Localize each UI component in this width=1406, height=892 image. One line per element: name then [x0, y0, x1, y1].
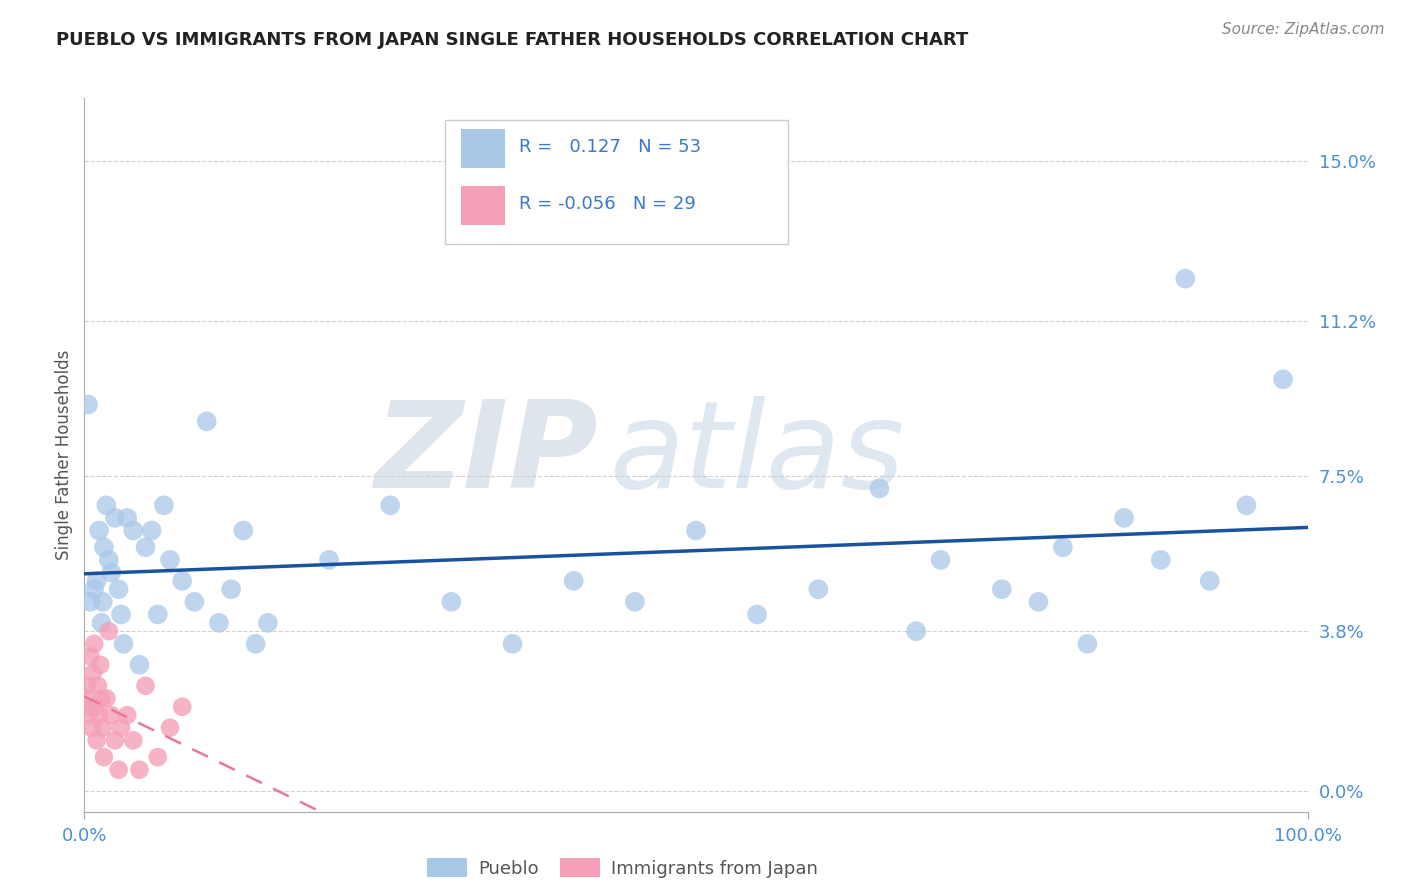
Point — [90, 615, 112, 630]
Point — [135, 679, 157, 693]
Point — [257, 615, 280, 630]
Point — [90, 691, 112, 706]
Point — [1150, 553, 1173, 567]
Y-axis label: Single Father Households: Single Father Households — [55, 350, 73, 560]
FancyBboxPatch shape — [461, 128, 505, 168]
Point — [135, 541, 157, 555]
Point — [1114, 511, 1136, 525]
Point — [77, 699, 100, 714]
Point — [141, 524, 163, 538]
Point — [89, 657, 111, 672]
Point — [685, 524, 707, 538]
Point — [380, 498, 402, 512]
Point — [159, 721, 181, 735]
Point — [245, 637, 267, 651]
Point — [115, 708, 138, 723]
Point — [86, 574, 108, 588]
Point — [159, 553, 181, 567]
Point — [146, 750, 169, 764]
FancyBboxPatch shape — [461, 186, 505, 225]
Point — [91, 595, 114, 609]
Point — [87, 524, 110, 538]
Point — [232, 524, 254, 538]
Point — [97, 624, 120, 639]
Point — [83, 637, 105, 651]
Point — [82, 666, 104, 681]
Point — [80, 721, 103, 735]
Point — [172, 574, 194, 588]
Legend: Pueblo, Immigrants from Japan: Pueblo, Immigrants from Japan — [420, 850, 825, 885]
Text: atlas: atlas — [610, 396, 905, 514]
Point — [87, 679, 110, 693]
Point — [107, 582, 129, 597]
Point — [440, 595, 463, 609]
Point — [77, 398, 100, 412]
Point — [104, 511, 127, 525]
Point — [122, 733, 145, 747]
Point — [96, 691, 118, 706]
FancyBboxPatch shape — [446, 120, 787, 244]
Point — [79, 595, 101, 609]
Point — [76, 679, 98, 693]
Point — [128, 657, 150, 672]
Point — [562, 574, 585, 588]
Point — [107, 763, 129, 777]
Point — [122, 524, 145, 538]
Text: Source: ZipAtlas.com: Source: ZipAtlas.com — [1222, 22, 1385, 37]
Point — [929, 553, 952, 567]
Point — [86, 733, 108, 747]
Point — [869, 482, 891, 496]
Point — [1236, 498, 1258, 512]
Point — [100, 708, 122, 723]
Point — [97, 553, 120, 567]
Point — [1076, 637, 1098, 651]
Point — [219, 582, 242, 597]
Point — [104, 733, 127, 747]
Point — [100, 566, 122, 580]
Point — [93, 750, 115, 764]
Point — [172, 699, 194, 714]
Point — [79, 649, 101, 664]
Point — [747, 607, 769, 622]
Point — [83, 582, 105, 597]
Point — [146, 607, 169, 622]
Text: PUEBLO VS IMMIGRANTS FROM JAPAN SINGLE FATHER HOUSEHOLDS CORRELATION CHART: PUEBLO VS IMMIGRANTS FROM JAPAN SINGLE F… — [56, 31, 969, 49]
Point — [87, 708, 110, 723]
Point — [183, 595, 205, 609]
Point — [128, 763, 150, 777]
Point — [208, 615, 231, 630]
Point — [1198, 574, 1220, 588]
Point — [195, 414, 218, 428]
Point — [96, 498, 118, 512]
Point — [75, 691, 97, 706]
Point — [84, 699, 107, 714]
Point — [1272, 372, 1295, 386]
Text: ZIP: ZIP — [374, 396, 598, 514]
Point — [624, 595, 647, 609]
Point — [991, 582, 1014, 597]
Point — [1174, 271, 1197, 285]
Point — [807, 582, 830, 597]
Point — [110, 721, 132, 735]
Point — [502, 637, 524, 651]
Point — [905, 624, 928, 639]
Point — [153, 498, 176, 512]
Point — [93, 541, 115, 555]
Point — [77, 708, 100, 723]
Point — [1052, 541, 1074, 555]
Point — [115, 511, 138, 525]
Point — [1028, 595, 1050, 609]
Point — [110, 607, 132, 622]
Point — [112, 637, 135, 651]
Text: R =   0.127   N = 53: R = 0.127 N = 53 — [519, 137, 700, 155]
Point — [91, 721, 114, 735]
Text: R = -0.056   N = 29: R = -0.056 N = 29 — [519, 194, 696, 212]
Point — [318, 553, 340, 567]
